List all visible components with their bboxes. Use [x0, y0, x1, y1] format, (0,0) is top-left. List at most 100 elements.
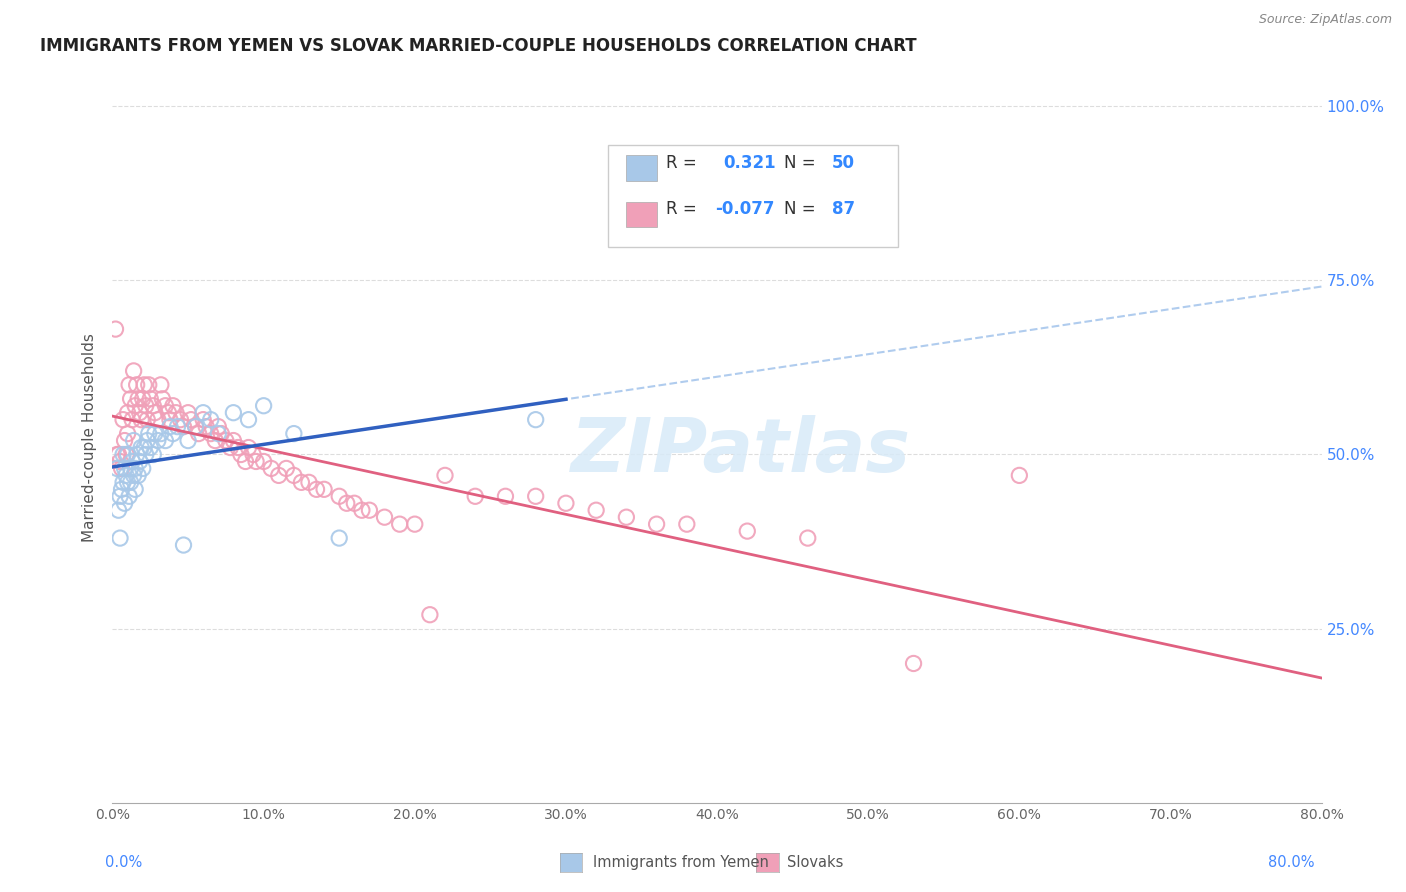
Point [298, 475, 321, 490]
Point [388, 517, 411, 532]
Point [120, 461, 142, 475]
Point [143, 406, 166, 420]
Point [173, 538, 195, 552]
Text: Slovaks: Slovaks [787, 855, 844, 870]
Point [222, 406, 245, 420]
Point [107, 503, 129, 517]
Point [155, 434, 177, 448]
Point [139, 441, 162, 455]
Point [903, 657, 925, 671]
Point [146, 412, 169, 426]
Point [159, 412, 181, 426]
Point [121, 454, 143, 468]
Point [150, 392, 173, 406]
Point [207, 426, 229, 441]
Point [122, 434, 145, 448]
Point [142, 448, 165, 462]
Y-axis label: Married-couple Households: Married-couple Households [82, 333, 97, 541]
Point [207, 419, 229, 434]
Point [157, 406, 180, 420]
Point [464, 489, 486, 503]
Point [374, 510, 396, 524]
Point [585, 503, 607, 517]
Text: 0.0%: 0.0% [105, 855, 142, 870]
Point [108, 454, 131, 468]
Point [359, 503, 381, 517]
Point [184, 419, 207, 434]
Point [105, 448, 128, 462]
Point [177, 434, 200, 448]
Point [108, 531, 131, 545]
Point [112, 448, 135, 462]
Point [290, 475, 312, 490]
Point [118, 377, 141, 392]
Point [112, 412, 135, 426]
Point [419, 607, 441, 622]
Point [796, 531, 818, 545]
Point [200, 426, 222, 441]
Point [404, 517, 426, 532]
Point [554, 496, 576, 510]
Point [184, 419, 207, 434]
Point [129, 441, 152, 455]
Point [245, 454, 267, 468]
Point [253, 399, 276, 413]
Point [149, 377, 172, 392]
Point [675, 517, 697, 532]
Text: Immigrants from Yemen: Immigrants from Yemen [593, 855, 769, 870]
Point [1008, 468, 1031, 483]
Point [127, 468, 149, 483]
Point [115, 468, 138, 483]
Point [146, 434, 169, 448]
Point [180, 412, 202, 426]
Point [645, 517, 668, 532]
Point [104, 322, 127, 336]
Text: 80.0%: 80.0% [1268, 855, 1315, 870]
Point [336, 496, 359, 510]
Point [114, 461, 136, 475]
Point [260, 461, 283, 475]
Point [125, 377, 148, 392]
Point [350, 503, 373, 517]
Point [238, 441, 260, 455]
Point [124, 483, 146, 497]
Point [105, 461, 128, 475]
Point [134, 377, 156, 392]
Text: R =: R = [666, 200, 702, 218]
Point [314, 483, 336, 497]
Point [124, 461, 146, 475]
Point [127, 392, 149, 406]
Point [524, 489, 547, 503]
Text: N =: N = [783, 200, 821, 218]
Point [118, 489, 141, 503]
Point [162, 399, 184, 413]
Point [173, 419, 195, 434]
Point [191, 412, 214, 426]
Point [191, 406, 214, 420]
Point [177, 406, 200, 420]
Point [117, 406, 139, 420]
Point [117, 426, 139, 441]
Text: IMMIGRANTS FROM YEMEN VS SLOVAK MARRIED-COUPLE HOUSEHOLDS CORRELATION CHART: IMMIGRANTS FROM YEMEN VS SLOVAK MARRIED-… [39, 37, 917, 54]
Point [132, 392, 155, 406]
Point [215, 434, 238, 448]
Point [112, 475, 135, 490]
Point [169, 412, 191, 426]
Point [132, 461, 155, 475]
Point [139, 392, 162, 406]
Point [120, 475, 142, 490]
Text: ZIPatlas: ZIPatlas [571, 415, 911, 488]
Point [122, 468, 145, 483]
Point [122, 364, 145, 378]
Text: -0.077: -0.077 [714, 200, 775, 218]
Point [524, 412, 547, 426]
Point [124, 399, 146, 413]
Point [138, 426, 160, 441]
Point [125, 448, 148, 462]
Point [155, 399, 177, 413]
Point [128, 454, 150, 468]
Point [165, 406, 187, 420]
Text: 50: 50 [832, 153, 855, 172]
Point [121, 412, 143, 426]
Point [114, 496, 136, 510]
